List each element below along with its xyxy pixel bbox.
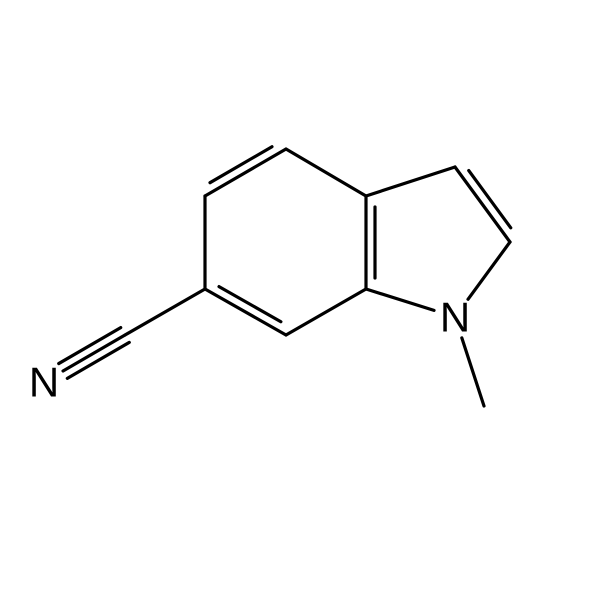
atom-label-n: N — [29, 359, 59, 406]
bond-line — [205, 149, 286, 196]
bond-line — [366, 167, 455, 196]
bond-line — [67, 342, 129, 378]
bond-line — [205, 289, 286, 335]
bond-line — [469, 171, 511, 228]
bond-line — [366, 289, 434, 310]
molecule-canvas: NN — [0, 0, 600, 600]
bond-line — [219, 287, 281, 322]
atom-label-n: N — [440, 294, 470, 341]
bond-line — [468, 242, 510, 299]
bond-line — [210, 147, 272, 183]
bond-line — [462, 338, 484, 406]
bond-line — [286, 149, 366, 196]
bond-line — [59, 328, 121, 364]
bond-line — [286, 289, 366, 335]
bond-line — [63, 335, 125, 371]
bond-line — [125, 289, 205, 335]
bond-line — [455, 167, 510, 242]
